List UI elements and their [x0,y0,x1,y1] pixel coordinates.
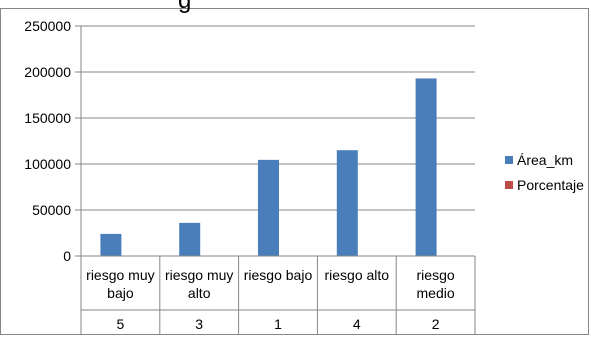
x-category-label: riesgo alto [325,267,390,283]
y-tick-label: 200000 [24,64,71,80]
x-category-code: 1 [274,316,282,332]
x-category-label-line2: alto [188,285,211,301]
chart-title: g [178,0,191,14]
legend: Área_km Porcentaje [505,152,584,193]
legend-swatch [505,181,513,189]
x-axis: riesgo muy bajo 5 riesgo muy alto 3 riesgo baj… [80,255,476,334]
bar-area-km [415,78,437,256]
bar-area-km [100,233,122,256]
x-category-code: 4 [353,316,361,332]
bar-area-km [179,222,201,256]
y-tick-label: 0 [63,248,71,264]
x-category-label-line2: medio [417,285,455,301]
x-category-code: 3 [195,316,203,332]
gridlines [81,25,475,211]
x-category-label: riesgo bajo [244,267,313,283]
y-tick-label: 150000 [24,110,71,126]
y-tick-label: 100000 [24,156,71,172]
x-category-label-line2: bajo [107,285,134,301]
chart-border [0,8,589,335]
bars [100,78,437,256]
legend-label: Área_km [517,152,573,168]
bar-area-km [258,159,279,256]
x-category-label: riesgo muy [86,267,154,283]
legend-swatch [505,156,513,164]
bar-area-km [336,150,358,256]
x-category-code: 5 [117,316,125,332]
x-category-code: 2 [432,316,440,332]
legend-label: Porcentaje [517,177,584,193]
y-tick-label: 50000 [32,202,71,218]
x-category-label: riesgo [417,267,455,283]
y-tick-label: 250000 [24,18,71,34]
y-axis: 0 50000 100000 150000 200000 250000 [24,18,82,264]
x-category-label: riesgo muy [165,267,233,283]
